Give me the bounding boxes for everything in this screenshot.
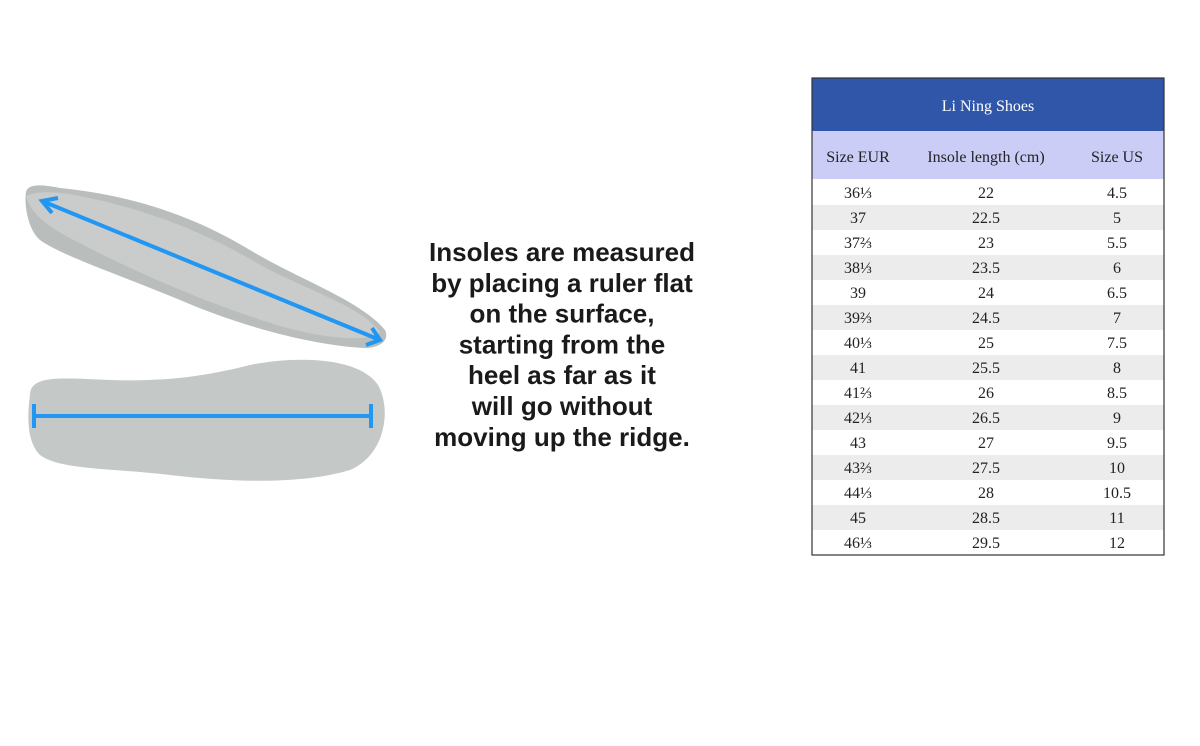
table-cell: 45 (850, 510, 866, 527)
table-cell: 39⅔ (844, 310, 872, 327)
table-cell: 24.5 (972, 310, 1000, 327)
table-cell: 25 (978, 335, 994, 352)
table-row (812, 280, 1164, 305)
table-cell: 26 (978, 385, 994, 402)
column-header: Size EUR (826, 149, 890, 166)
table-row (812, 230, 1164, 255)
table-border (811, 77, 1165, 556)
column-header: Size US (1091, 149, 1143, 166)
table-cell: 4.5 (1107, 185, 1127, 202)
table-cell: 36⅓ (844, 185, 872, 202)
table-cell: 22 (978, 185, 994, 202)
table-cell: 12 (1109, 535, 1125, 552)
arrow-head (365, 326, 384, 347)
table-title: Li Ning Shoes (942, 98, 1034, 115)
size-table: Li Ning Shoes Size EUR Insole length (cm) S… (811, 77, 1165, 556)
table-cell: 22.5 (972, 210, 1000, 227)
table-cell: 25.5 (972, 360, 1000, 377)
table-cell: 6 (1113, 260, 1121, 277)
table-cell: 27.5 (972, 460, 1000, 477)
table-cell: 26.5 (972, 410, 1000, 427)
table-cell: 5.5 (1107, 235, 1127, 252)
instruction-line: moving up the ridge. (434, 422, 690, 452)
table-cell: 10.5 (1103, 485, 1131, 502)
table-cell: 40⅓ (844, 335, 872, 352)
table-row (812, 455, 1164, 480)
table-row (812, 505, 1164, 530)
table-cell: 11 (1109, 510, 1124, 527)
table-row (812, 430, 1164, 455)
title-band (812, 78, 1164, 131)
table-cell: 43 (850, 435, 866, 452)
table-row (812, 255, 1164, 280)
measure-line (41, 199, 381, 342)
instruction-line: starting from the (459, 329, 666, 359)
table-cell: 44⅓ (844, 485, 872, 502)
table-cell: 7.5 (1107, 335, 1127, 352)
top-insole (25, 185, 387, 348)
table-row (812, 480, 1164, 505)
bottom-insole (28, 359, 385, 481)
table-row (812, 380, 1164, 405)
instruction-line: by placing a ruler flat (431, 268, 693, 298)
table-cell: 6.5 (1107, 285, 1127, 302)
table-cell: 28.5 (972, 510, 1000, 527)
instruction-line: Insoles are measured (429, 237, 695, 267)
table-row (812, 355, 1164, 380)
table-cell: 9.5 (1107, 435, 1127, 452)
column-header: Insole length (cm) (927, 149, 1044, 166)
table-cell: 39 (850, 285, 866, 302)
table-cell: 8 (1113, 360, 1121, 377)
table-cell: 29.5 (972, 535, 1000, 552)
table-row (812, 180, 1164, 205)
arrow-head (38, 196, 59, 215)
instruction-line: heel as far as it (468, 360, 656, 390)
table-row (812, 405, 1164, 430)
table-cell: 24 (978, 285, 994, 302)
instruction-line: on the surface, (470, 299, 655, 329)
table-row (812, 205, 1164, 230)
table-cell: 37 (850, 210, 866, 227)
insole-shape (28, 359, 385, 481)
table-cell: 42⅓ (844, 410, 872, 427)
header-band (812, 131, 1164, 179)
table-cell: 41 (850, 360, 866, 377)
table-cell: 7 (1113, 310, 1121, 327)
table-cell: 5 (1113, 210, 1121, 227)
table-cell: 41⅔ (844, 385, 872, 402)
table-cell: 23.5 (972, 260, 1000, 277)
table-cell: 27 (978, 435, 994, 452)
table-row (812, 330, 1164, 355)
table-row (812, 305, 1164, 330)
table-cell: 23 (978, 235, 994, 252)
instruction-line: will go without (471, 391, 653, 421)
table-cell: 8.5 (1107, 385, 1127, 402)
table-cell: 37⅔ (844, 235, 872, 252)
table-row (812, 530, 1164, 555)
table-cell: 43⅔ (844, 460, 872, 477)
table-cell: 10 (1109, 460, 1125, 477)
table-cell: 38⅓ (844, 260, 872, 277)
table-cell: 9 (1113, 410, 1121, 427)
table-cell: 28 (978, 485, 994, 502)
table-cell: 46⅓ (844, 535, 872, 552)
